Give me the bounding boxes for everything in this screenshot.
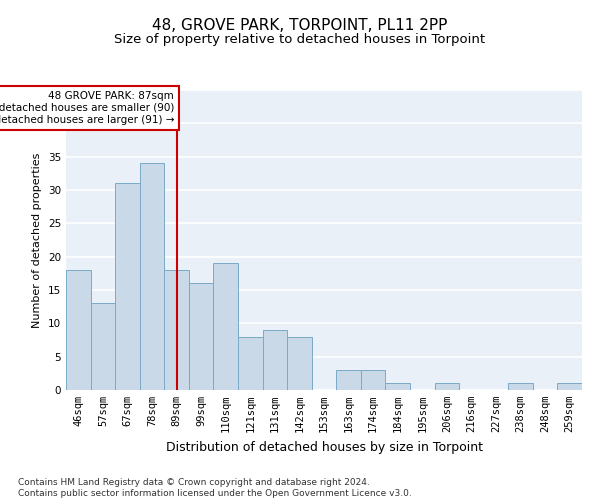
Bar — [66, 270, 91, 390]
Bar — [214, 264, 238, 390]
Bar — [361, 370, 385, 390]
Bar — [164, 270, 189, 390]
Bar — [336, 370, 361, 390]
Bar — [91, 304, 115, 390]
Bar — [238, 336, 263, 390]
Bar — [385, 384, 410, 390]
Bar — [115, 184, 140, 390]
Text: Size of property relative to detached houses in Torpoint: Size of property relative to detached ho… — [115, 32, 485, 46]
Bar — [508, 384, 533, 390]
X-axis label: Distribution of detached houses by size in Torpoint: Distribution of detached houses by size … — [166, 440, 482, 454]
Bar — [287, 336, 312, 390]
Bar — [434, 384, 459, 390]
Text: Contains HM Land Registry data © Crown copyright and database right 2024.
Contai: Contains HM Land Registry data © Crown c… — [18, 478, 412, 498]
Bar — [140, 164, 164, 390]
Text: 48, GROVE PARK, TORPOINT, PL11 2PP: 48, GROVE PARK, TORPOINT, PL11 2PP — [152, 18, 448, 32]
Text: 48 GROVE PARK: 87sqm
← 49% of detached houses are smaller (90)
49% of semi-detac: 48 GROVE PARK: 87sqm ← 49% of detached h… — [0, 92, 174, 124]
Y-axis label: Number of detached properties: Number of detached properties — [32, 152, 43, 328]
Bar — [557, 384, 582, 390]
Bar — [263, 330, 287, 390]
Bar — [189, 284, 214, 390]
